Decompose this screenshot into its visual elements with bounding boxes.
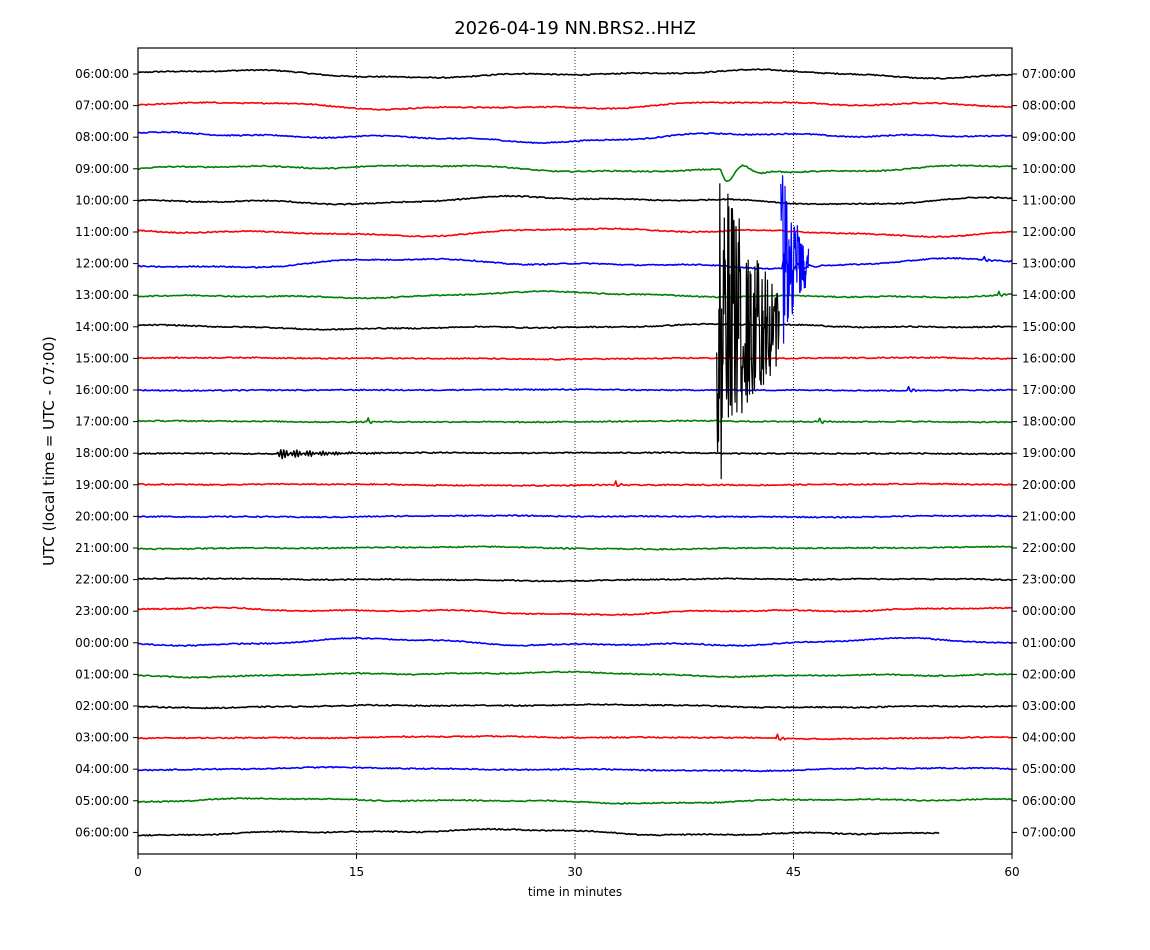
trace-line	[137, 322, 1013, 331]
y-tick-label-right: 06:00:00	[1022, 794, 1076, 808]
y-tick-label-right: 01:00:00	[1022, 636, 1076, 650]
local-event-spike	[780, 175, 810, 344]
trace-line	[137, 545, 1013, 551]
y-tick-label-left: 12:00:00	[75, 257, 129, 271]
y-tick-label-left: 09:00:00	[75, 162, 129, 176]
y-tick-label-left: 23:00:00	[75, 604, 129, 618]
trace-line	[137, 130, 1013, 145]
y-tick-label-right: 14:00:00	[1022, 288, 1076, 302]
trace-line	[137, 733, 1013, 741]
y-tick-label-right: 03:00:00	[1022, 699, 1076, 713]
y-tick-label-left: 04:00:00	[75, 762, 129, 776]
y-tick-label-left: 02:00:00	[75, 699, 129, 713]
y-tick-label-right: 02:00:00	[1022, 667, 1076, 681]
y-tick-label-left: 06:00:00	[75, 67, 129, 81]
y-tick-label-right: 18:00:00	[1022, 415, 1076, 429]
y-axis-label: UTC (local time = UTC - 07:00)	[40, 336, 58, 566]
y-tick-label-right: 19:00:00	[1022, 446, 1076, 460]
trace-line	[137, 514, 1013, 519]
y-axis-right-ticks: 07:00:00 08:00:00 09:00:00 10:00:00 11:00:00…	[1012, 67, 1076, 839]
y-tick-label-left: 18:00:00	[75, 446, 129, 460]
y-tick-label-left: 17:00:00	[75, 415, 129, 429]
y-tick-label-right: 07:00:00	[1022, 67, 1076, 81]
y-tick-label-right: 12:00:00	[1022, 225, 1076, 239]
trace-line	[137, 417, 1013, 425]
y-axis-left-ticks: 06:00:00 07:00:00 08:00:00 09:00:00 10:00:00…	[75, 67, 138, 839]
y-tick-label-right: 09:00:00	[1022, 130, 1076, 144]
trace-line	[137, 670, 1013, 679]
trace-line	[137, 385, 1013, 393]
trace-line	[137, 765, 1013, 773]
y-tick-label-right: 20:00:00	[1022, 478, 1076, 492]
x-axis-ticks: 0 15 30 45 60	[134, 854, 1020, 879]
trace-line	[137, 164, 1013, 182]
trace-line	[137, 703, 1013, 710]
y-tick-label-left: 01:00:00	[75, 667, 129, 681]
y-tick-label-left: 15:00:00	[75, 351, 129, 365]
x-tick-label: 45	[786, 865, 801, 879]
x-tick-label: 30	[567, 865, 582, 879]
x-tick-label: 15	[349, 865, 364, 879]
trace-line	[138, 449, 1013, 460]
trace-line	[137, 827, 940, 837]
y-tick-label-right: 00:00:00	[1022, 604, 1076, 618]
y-tick-label-left: 16:00:00	[75, 383, 129, 397]
y-tick-label-left: 03:00:00	[75, 731, 129, 745]
y-tick-label-right: 15:00:00	[1022, 320, 1076, 334]
y-tick-label-right: 13:00:00	[1022, 257, 1076, 271]
trace-line	[138, 289, 1013, 300]
y-tick-label-right: 04:00:00	[1022, 731, 1076, 745]
y-tick-label-right: 22:00:00	[1022, 541, 1076, 555]
y-tick-label-left: 00:00:00	[75, 636, 129, 650]
y-tick-label-left: 08:00:00	[75, 130, 129, 144]
x-axis-label: time in minutes	[528, 885, 622, 899]
y-tick-label-left: 13:00:00	[75, 288, 129, 302]
y-tick-label-right: 11:00:00	[1022, 193, 1076, 207]
y-tick-label-right: 16:00:00	[1022, 351, 1076, 365]
trace-line	[137, 356, 1013, 361]
y-tick-label-left: 14:00:00	[75, 320, 129, 334]
y-tick-label-left: 06:00:00	[75, 825, 129, 839]
y-tick-label-left: 10:00:00	[75, 193, 129, 207]
chart-title: 2026-04-19 NN.BRS2..HHZ	[454, 18, 696, 39]
trace-line	[137, 797, 1013, 805]
trace-lines	[137, 68, 1013, 837]
trace-line	[137, 255, 1012, 275]
trace-line	[137, 227, 1012, 239]
y-tick-label-left: 05:00:00	[75, 794, 129, 808]
y-tick-label-right: 07:00:00	[1022, 825, 1076, 839]
y-tick-label-right: 10:00:00	[1022, 162, 1076, 176]
y-tick-label-left: 19:00:00	[75, 478, 129, 492]
x-tick-label: 0	[134, 865, 142, 879]
trace-line	[137, 577, 1013, 583]
y-tick-label-left: 11:00:00	[75, 225, 129, 239]
trace-line	[137, 68, 1013, 80]
y-tick-label-right: 17:00:00	[1022, 383, 1076, 397]
trace-line	[137, 636, 1013, 647]
teleseism-spike	[716, 183, 780, 480]
x-tick-label: 60	[1004, 865, 1019, 879]
y-tick-label-right: 21:00:00	[1022, 509, 1076, 523]
y-tick-label-left: 20:00:00	[75, 509, 129, 523]
y-tick-label-right: 05:00:00	[1022, 762, 1076, 776]
x-gridlines	[356, 48, 794, 854]
y-tick-label-right: 23:00:00	[1022, 573, 1076, 587]
trace-line	[137, 480, 1013, 488]
trace-line	[137, 101, 1013, 111]
trace-line	[137, 194, 1013, 206]
y-tick-label-right: 08:00:00	[1022, 99, 1076, 113]
y-tick-label-left: 07:00:00	[75, 99, 129, 113]
trace-line	[137, 606, 1013, 617]
y-tick-label-left: 22:00:00	[75, 573, 129, 587]
y-tick-label-left: 21:00:00	[75, 541, 129, 555]
